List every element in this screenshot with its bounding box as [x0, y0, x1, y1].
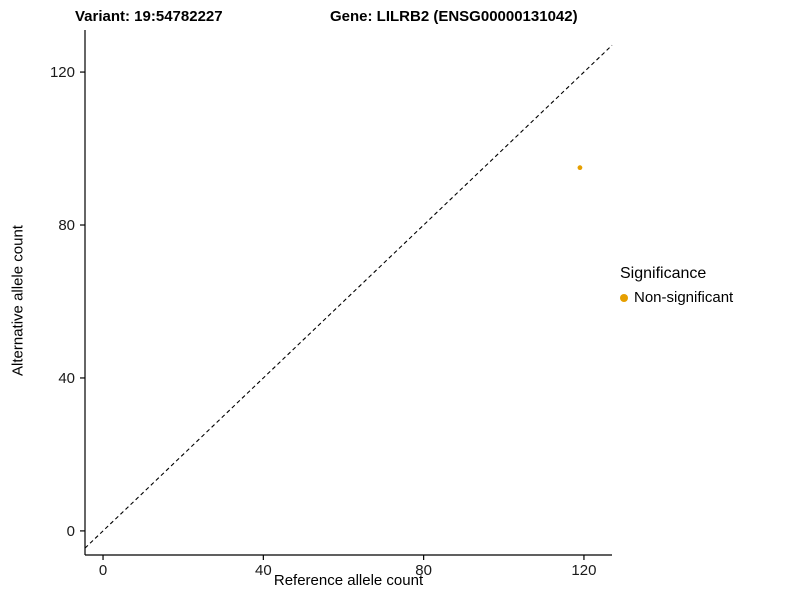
legend: Significance Non-significant	[620, 265, 733, 306]
x-tick-label: 80	[415, 562, 432, 579]
y-axis-label: Alternative allele count	[9, 225, 27, 376]
legend-title: Significance	[620, 265, 707, 282]
identity-line	[84, 44, 613, 549]
x-tick-label: 0	[99, 562, 107, 579]
x-axis-label: Reference allele count	[273, 572, 424, 589]
gene-title: Gene: LILRB2 (ENSG00000131042)	[330, 8, 578, 25]
y-tick-label: 0	[67, 523, 75, 540]
y-tick-label: 40	[58, 370, 75, 387]
legend-point-icon	[620, 293, 628, 302]
x-tick-label: 120	[571, 562, 596, 579]
data-point	[577, 165, 583, 171]
y-tick-label: 80	[58, 217, 75, 234]
legend-entry: Non-significant	[620, 289, 733, 306]
x-tick-label: 40	[255, 562, 272, 579]
legend-entry-label: Non-significant	[634, 289, 734, 306]
y-tick-label: 120	[50, 64, 75, 81]
variant-title: Variant: 19:54782227	[75, 8, 223, 25]
